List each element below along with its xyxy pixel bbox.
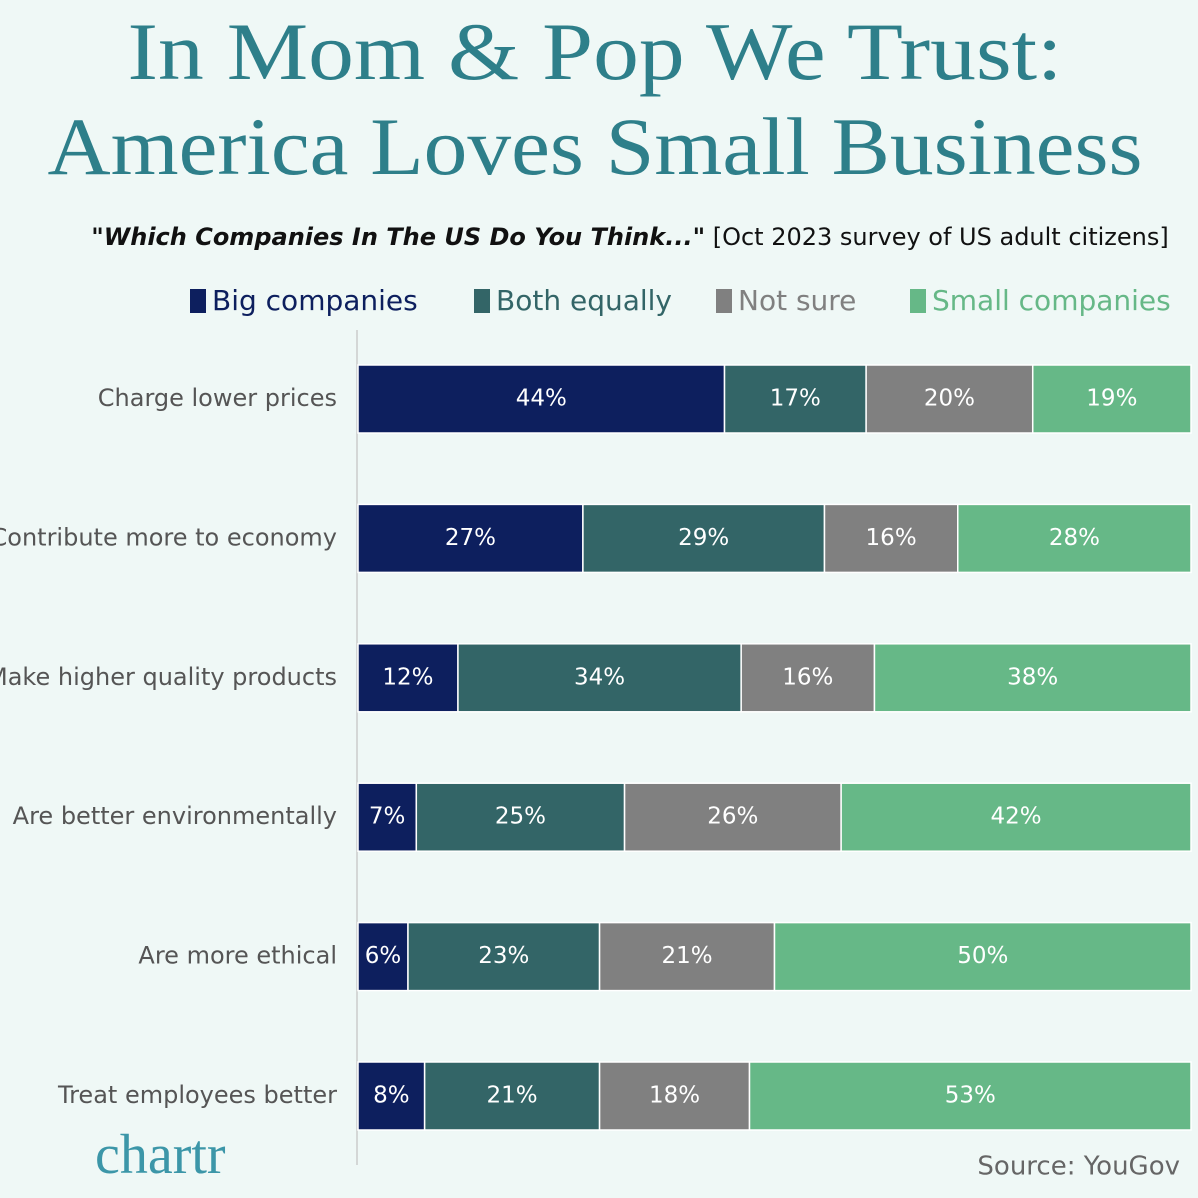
- category-label: Are more ethical: [138, 942, 337, 970]
- value-label: 50%: [957, 943, 1008, 969]
- category-label: Treat employees better: [57, 1081, 337, 1109]
- category-label: Charge lower prices: [98, 384, 337, 412]
- value-label: 12%: [382, 664, 433, 690]
- bar-segment: [865, 364, 1034, 434]
- value-label: 21%: [661, 943, 712, 969]
- value-label: 7%: [369, 804, 406, 830]
- chart-title: America Loves Small Business: [48, 101, 1143, 192]
- value-label: 25%: [495, 804, 546, 830]
- value-label: 42%: [991, 804, 1042, 830]
- value-label: 23%: [478, 943, 529, 969]
- value-label: 8%: [373, 1083, 410, 1109]
- bar-segment: [873, 643, 1192, 713]
- bar-segment: [357, 782, 418, 852]
- value-label: 19%: [1086, 386, 1137, 412]
- bar-segment: [423, 1061, 601, 1131]
- chart-title: In Mom & Pop We Trust:: [128, 6, 1063, 97]
- value-label: 17%: [770, 386, 821, 412]
- legend-swatch: [910, 289, 926, 313]
- bar-segment: [407, 921, 601, 992]
- value-label: 29%: [678, 525, 729, 551]
- legend-swatch: [190, 289, 206, 313]
- legend-label: Both equally: [496, 284, 672, 317]
- category-label: Make higher quality products: [0, 663, 337, 691]
- source: Source: YouGov: [977, 1152, 1180, 1182]
- value-label: 34%: [574, 664, 625, 690]
- legend-label: Not sure: [738, 284, 856, 317]
- bar-segment: [357, 364, 726, 434]
- value-label: 16%: [782, 664, 833, 690]
- value-label: 26%: [707, 804, 758, 830]
- value-label: 38%: [1007, 664, 1058, 690]
- bar-segment: [840, 782, 1192, 852]
- bar-segment: [457, 643, 742, 713]
- bar-segment: [957, 503, 1192, 574]
- category-label: Contribute more to economy: [0, 523, 337, 551]
- legend-label: Small companies: [932, 284, 1171, 317]
- bar-segment: [748, 1061, 1192, 1131]
- bar-segment: [1031, 364, 1192, 434]
- value-label: 44%: [516, 386, 567, 412]
- legend-swatch: [474, 289, 490, 313]
- value-label: 21%: [487, 1083, 538, 1109]
- bar-segment: [357, 1061, 426, 1131]
- value-label: 28%: [1049, 525, 1100, 551]
- value-label: 6%: [365, 943, 402, 969]
- subtitle-question: "Which Companies In The US Do You Think.…: [91, 223, 705, 251]
- subtitle: "Which Companies In The US Do You Think.…: [91, 223, 1168, 251]
- bar-segment: [357, 503, 584, 574]
- bar-segment: [740, 643, 876, 713]
- bar-segment: [357, 643, 459, 713]
- bar-segment: [598, 921, 776, 992]
- legend-swatch: [716, 289, 732, 313]
- value-label: 20%: [924, 386, 975, 412]
- value-label: 16%: [866, 525, 917, 551]
- value-label: 18%: [649, 1083, 700, 1109]
- value-label: 27%: [445, 525, 496, 551]
- bar-segment: [582, 503, 826, 574]
- bar-segment: [723, 364, 867, 434]
- value-label: 53%: [945, 1083, 996, 1109]
- category-label: Are better environmentally: [13, 802, 337, 830]
- legend-label: Big companies: [212, 284, 418, 317]
- brand-logo: chartr: [95, 1124, 226, 1186]
- bar-segment: [415, 782, 626, 852]
- subtitle-note: [Oct 2023 survey of US adult citizens]: [713, 223, 1169, 251]
- bar-segment: [773, 921, 1192, 992]
